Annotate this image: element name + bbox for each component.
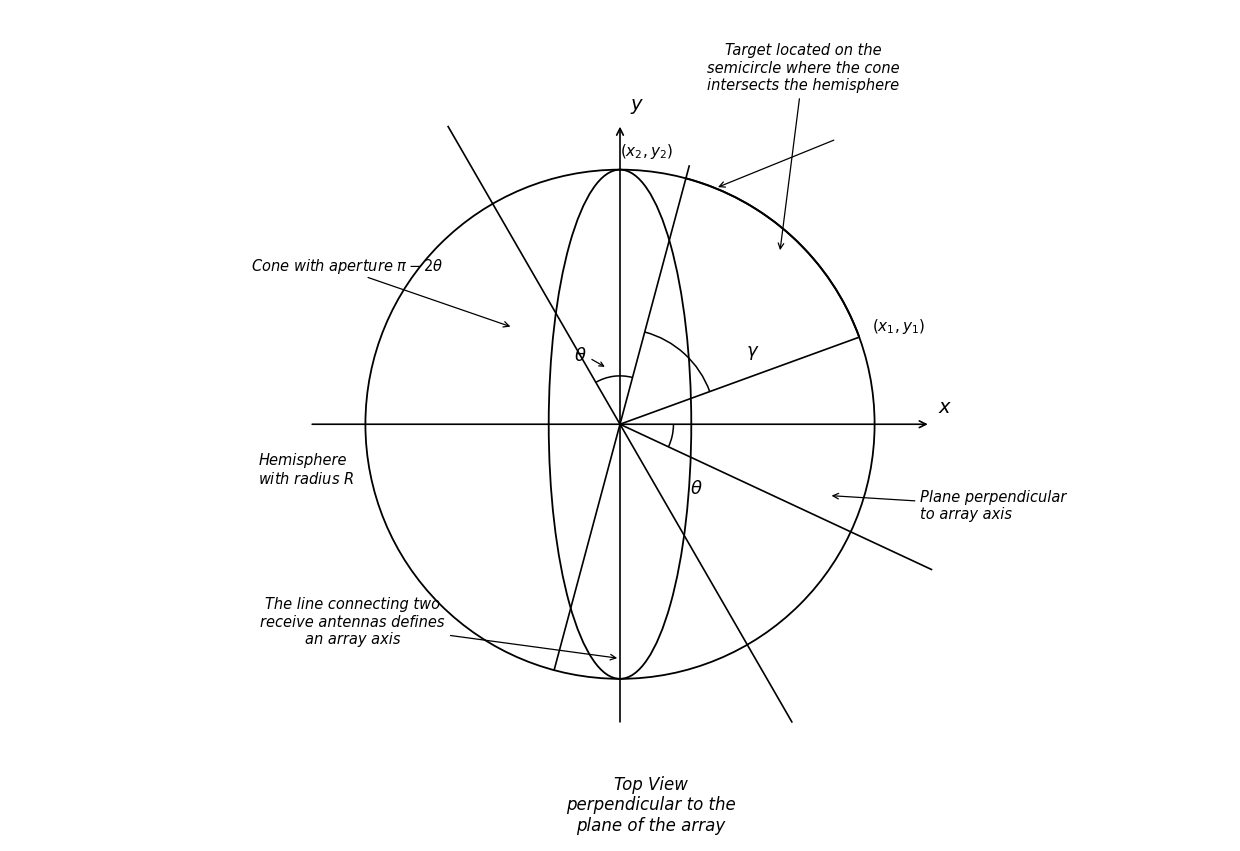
Text: Plane perpendicular
to array axis: Plane perpendicular to array axis xyxy=(833,489,1066,522)
Text: $x$: $x$ xyxy=(939,397,952,417)
Text: $\theta$: $\theta$ xyxy=(689,480,703,498)
Text: Hemisphere
with radius $R$: Hemisphere with radius $R$ xyxy=(258,454,355,487)
Text: Top View
perpendicular to the
plane of the array: Top View perpendicular to the plane of t… xyxy=(565,775,735,835)
Text: The line connecting two
receive antennas defines
an array axis: The line connecting two receive antennas… xyxy=(260,597,616,660)
Text: $(x_1, y_1)$: $(x_1, y_1)$ xyxy=(872,317,925,336)
Text: $(x_2, y_2)$: $(x_2, y_2)$ xyxy=(620,141,673,161)
Text: $y$: $y$ xyxy=(630,97,645,117)
Text: $\theta$: $\theta$ xyxy=(574,346,587,364)
Text: Target located on the
semicircle where the cone
intersects the hemisphere: Target located on the semicircle where t… xyxy=(707,43,899,248)
Text: $\gamma$: $\gamma$ xyxy=(745,344,759,362)
Text: Cone with aperture $\pi - 2\theta$: Cone with aperture $\pi - 2\theta$ xyxy=(250,257,443,276)
